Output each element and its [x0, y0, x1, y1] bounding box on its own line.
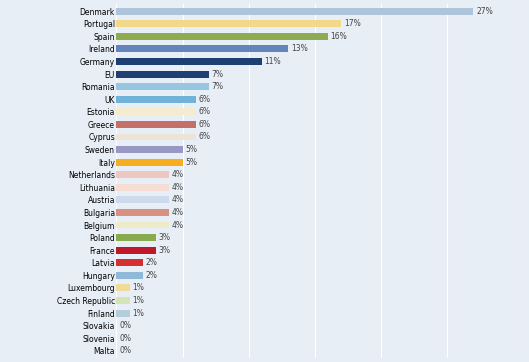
- Text: 4%: 4%: [172, 170, 184, 179]
- Bar: [116, 310, 130, 316]
- Bar: [116, 234, 156, 241]
- Text: 13%: 13%: [291, 45, 308, 54]
- Text: 0%: 0%: [119, 346, 131, 355]
- Bar: [116, 20, 341, 27]
- Text: 7%: 7%: [212, 70, 224, 79]
- Text: 5%: 5%: [185, 157, 197, 167]
- Text: 5%: 5%: [185, 145, 197, 154]
- Text: 2%: 2%: [145, 271, 157, 280]
- Bar: [116, 71, 209, 77]
- Bar: [116, 96, 196, 103]
- Text: 6%: 6%: [198, 95, 211, 104]
- Text: 6%: 6%: [198, 120, 211, 129]
- Text: 0%: 0%: [119, 334, 131, 343]
- Text: 1%: 1%: [132, 296, 144, 305]
- Bar: [116, 272, 143, 279]
- Text: 2%: 2%: [145, 258, 157, 267]
- Text: 4%: 4%: [172, 183, 184, 192]
- Text: 4%: 4%: [172, 220, 184, 230]
- Text: 4%: 4%: [172, 195, 184, 205]
- Bar: [116, 184, 169, 191]
- Bar: [116, 222, 169, 228]
- Text: 6%: 6%: [198, 132, 211, 142]
- Bar: [116, 247, 156, 254]
- Bar: [116, 285, 130, 291]
- Bar: [116, 108, 196, 115]
- Bar: [116, 297, 130, 304]
- Text: 3%: 3%: [159, 233, 171, 242]
- Bar: [116, 134, 196, 140]
- Bar: [116, 159, 183, 165]
- Bar: [116, 209, 169, 216]
- Bar: [116, 58, 262, 65]
- Text: 27%: 27%: [476, 7, 493, 16]
- Bar: [116, 46, 288, 52]
- Bar: [116, 121, 196, 128]
- Text: 17%: 17%: [344, 19, 361, 28]
- Text: 11%: 11%: [264, 57, 281, 66]
- Bar: [116, 259, 143, 266]
- Bar: [116, 8, 473, 14]
- Bar: [116, 171, 169, 178]
- Bar: [116, 197, 169, 203]
- Text: 1%: 1%: [132, 308, 144, 317]
- Text: 16%: 16%: [331, 32, 348, 41]
- Bar: [116, 83, 209, 90]
- Text: 6%: 6%: [198, 107, 211, 116]
- Text: 3%: 3%: [159, 246, 171, 255]
- Bar: [116, 146, 183, 153]
- Text: 1%: 1%: [132, 283, 144, 292]
- Text: 4%: 4%: [172, 208, 184, 217]
- Text: 7%: 7%: [212, 82, 224, 91]
- Bar: [116, 33, 328, 40]
- Text: 0%: 0%: [119, 321, 131, 330]
